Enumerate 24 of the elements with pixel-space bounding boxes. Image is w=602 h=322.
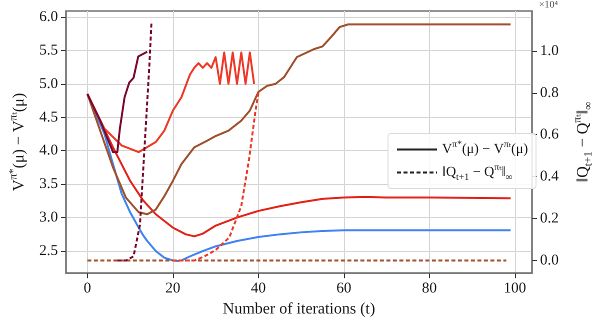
- y2-axis-title: ‖Qt+1 − Qπₜ‖∞: [572, 102, 594, 182]
- y-tick-label: 2.5: [39, 243, 58, 260]
- y-tick-label: 4.0: [39, 142, 58, 159]
- y-tick-label: 3.5: [39, 176, 58, 192]
- x-tick-label: 60: [336, 280, 352, 297]
- x-axis-title: Number of iterations (t): [222, 300, 376, 318]
- y2-tick-label: 0.4: [540, 168, 560, 185]
- y2-tick-label: 1.0: [540, 42, 559, 59]
- x-tick-label: 40: [250, 280, 266, 297]
- y-tick-label: 6.0: [39, 9, 58, 26]
- y-tick-label: 5.0: [39, 76, 58, 92]
- x-tick-label: 20: [165, 280, 180, 297]
- y-tick-label: 4.5: [39, 109, 58, 126]
- y-tick-label: 5.5: [39, 42, 58, 58]
- x-tick-label: 0: [84, 280, 92, 297]
- x-tick-label: 100: [504, 280, 526, 297]
- y2-tick-label: 0.2: [540, 210, 559, 227]
- y-axis-title: Vπ*(μ) − Vπₜ(μ): [8, 92, 28, 192]
- x-tick-label: 80: [422, 280, 437, 297]
- y2-tick-label: 0.0: [540, 252, 559, 269]
- text: ×10⁴: [538, 0, 559, 10]
- y2-tick-label: 0.6: [540, 126, 560, 143]
- y2-tick-label: 0.8: [540, 84, 559, 101]
- y-tick-label: 3.0: [39, 210, 58, 226]
